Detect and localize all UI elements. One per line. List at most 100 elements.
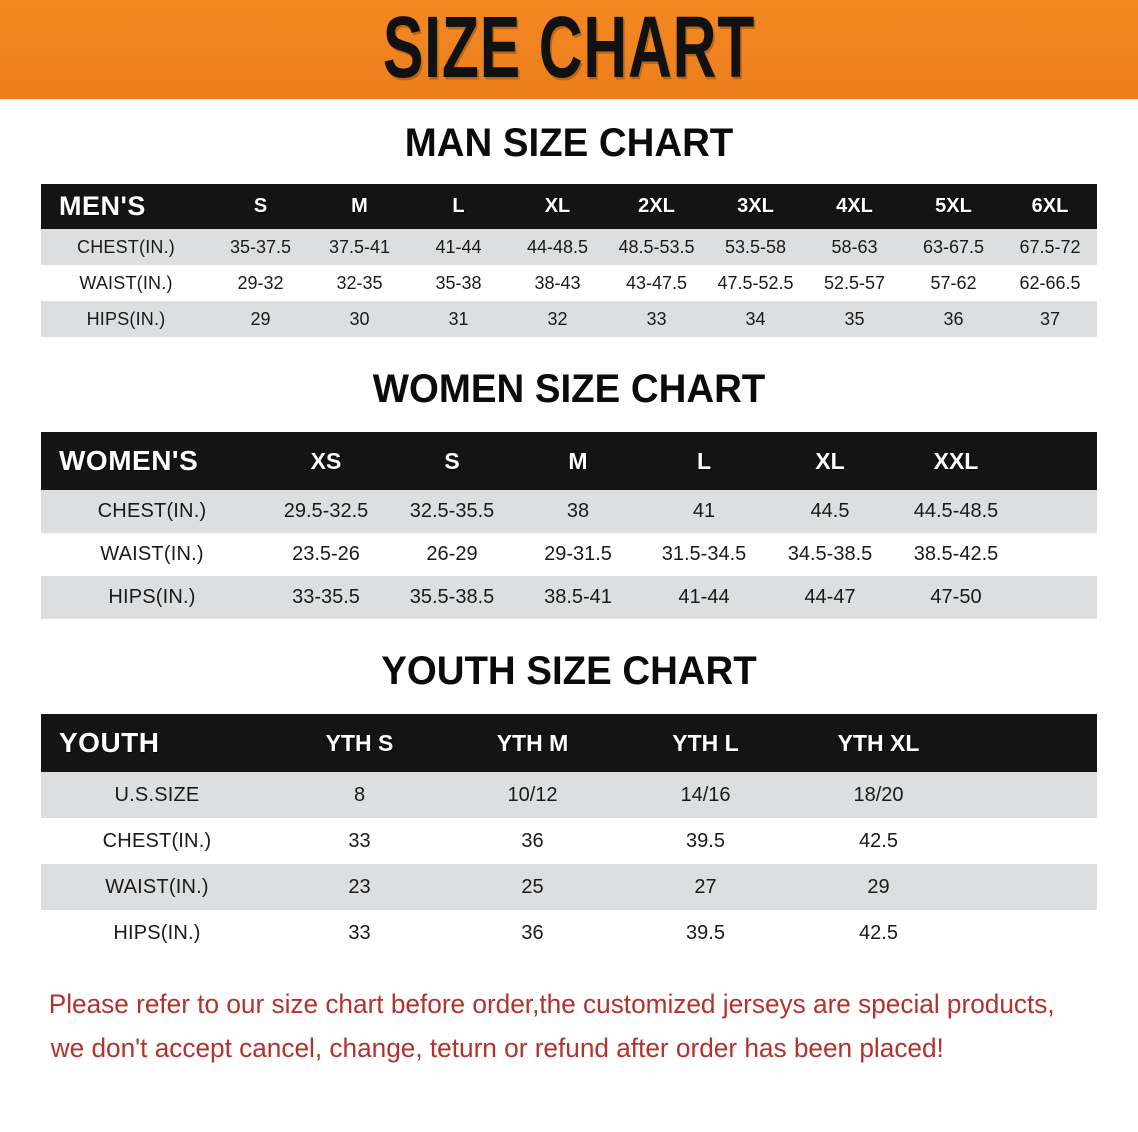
youth-col-header-3: YTH L [672,729,739,756]
table-cell: 23.5-26 [292,543,360,565]
women-col-header-4: L [696,447,712,474]
table-cell: 39.5 [686,829,725,852]
man-size-table: MEN'S S M L XL 2XL 3XL 4XL 5XL 6XL CHEST… [41,184,1097,337]
table-cell: 67.5-72 [1019,236,1081,257]
table-cell [1031,818,1097,864]
youth-size-table: YOUTH YTH S YTH M YTH L YTH XL U.S.SIZE … [41,714,1097,956]
disclaimer-line-2: we don't accept cancel, change, teturn o… [50,1033,944,1063]
table-cell: 35 [844,308,865,329]
table-cell: 37.5-41 [328,236,391,257]
table-cell [1019,490,1097,533]
table-row: WAIST(IN.) 29-32 32-35 35-38 38-43 43-47… [41,265,1097,301]
women-corner-label: WOMEN'S [59,445,199,476]
table-cell: 35-38 [435,272,482,293]
table-header-row: YOUTH YTH S YTH M YTH L YTH XL [41,714,1097,772]
table-cell: 53.5-58 [724,236,787,257]
table-cell: 35-37.5 [229,236,292,257]
man-col-header-2: M [351,195,368,217]
women-row-label-chest: CHEST(IN.) [97,500,207,522]
youth-col-header-5 [965,714,1031,772]
table-cell: 44-48.5 [526,236,589,257]
man-section-title: MAN SIZE CHART [404,121,734,165]
man-col-header-4: XL [544,195,571,217]
page-content: MAN SIZE CHART MEN'S S M L XL 2XL 3XL 4X… [0,121,1138,1070]
table-row: WAIST(IN.) 23 25 27 29 [41,864,1097,910]
youth-col-header-6 [1031,714,1097,772]
table-row: U.S.SIZE 8 10/12 14/16 18/20 [41,772,1097,818]
youth-row-label-waist: WAIST(IN.) [105,875,209,898]
table-cell: 36 [943,308,964,329]
women-col-header-3: M [568,447,588,474]
table-cell: 43-47.5 [625,272,688,293]
table-cell: 34 [745,308,766,329]
table-cell [965,772,1031,818]
table-row: CHEST(IN.) 35-37.5 37.5-41 41-44 44-48.5… [41,229,1097,265]
table-cell: 8 [353,783,366,806]
table-row: CHEST(IN.) 33 36 39.5 42.5 [41,818,1097,864]
table-cell: 31 [448,308,469,329]
table-cell: 41-44 [678,586,730,608]
table-cell: 47-50 [930,586,982,608]
table-cell: 33 [646,308,667,329]
table-row: WAIST(IN.) 23.5-26 26-29 29-31.5 31.5-34… [41,533,1097,576]
table-cell: 23 [348,875,371,898]
table-cell: 35.5-38.5 [409,586,495,608]
disclaimer-line-1: Please refer to our size chart before or… [48,989,1055,1019]
table-cell: 39.5 [686,921,725,944]
table-cell: 33-35.5 [292,586,360,608]
table-cell: 36 [521,921,544,944]
table-cell: 29.5-32.5 [283,500,369,522]
youth-table-header: YOUTH YTH S YTH M YTH L YTH XL [41,714,1097,772]
table-cell: 38-43 [534,272,581,293]
table-cell: 42.5 [859,829,898,852]
man-col-header-3: L [452,195,465,217]
table-row: CHEST(IN.) 29.5-32.5 32.5-35.5 38 41 44.… [41,490,1097,533]
table-row: HIPS(IN.) 33 36 39.5 42.5 [41,910,1097,956]
table-cell: 48.5-53.5 [618,236,695,257]
table-cell: 62-66.5 [1019,272,1081,293]
table-header-row: WOMEN'S XS S M L XL XXL [41,432,1097,490]
table-cell: 29 [250,308,271,329]
table-cell: 44.5-48.5 [913,500,999,522]
man-col-header-8: 5XL [935,195,972,217]
man-row-label-hips: HIPS(IN.) [86,308,166,329]
youth-row-label-chest: CHEST(IN.) [102,829,212,852]
women-col-header-5: XL [815,447,845,474]
table-cell [1031,864,1097,910]
table-cell [965,864,1031,910]
table-cell: 34.5-38.5 [787,543,873,565]
table-cell: 38.5-42.5 [913,543,999,565]
women-col-header-1: XS [310,447,342,474]
man-table-body: CHEST(IN.) 35-37.5 37.5-41 41-44 44-48.5… [41,229,1097,337]
youth-section-title: YOUTH SIZE CHART [381,649,757,693]
table-cell: 26-29 [426,543,478,565]
women-col-header-6: XXL [933,447,979,474]
table-cell: 38 [566,500,590,522]
table-cell: 36 [521,829,544,852]
man-table-header: MEN'S S M L XL 2XL 3XL 4XL 5XL 6XL [41,184,1097,229]
man-col-header-5: 2XL [638,195,675,217]
page-title: SIZE CHART [382,0,756,96]
table-cell: 63-67.5 [922,236,985,257]
table-cell: 32.5-35.5 [409,500,495,522]
table-cell: 58-63 [831,236,878,257]
women-table-header: WOMEN'S XS S M L XL XXL [41,432,1097,490]
table-cell: 25 [521,875,544,898]
youth-row-label-us-size: U.S.SIZE [114,783,200,806]
table-cell: 44-47 [804,586,856,608]
women-row-label-hips: HIPS(IN.) [108,586,196,608]
women-row-label-waist: WAIST(IN.) [100,543,204,565]
table-cell: 38.5-41 [544,586,612,608]
youth-col-header-4: YTH XL [837,729,920,756]
women-table-body: CHEST(IN.) 29.5-32.5 32.5-35.5 38 41 44.… [41,490,1097,619]
table-cell: 29-31.5 [544,543,612,565]
table-header-row: MEN'S S M L XL 2XL 3XL 4XL 5XL 6XL [41,184,1097,229]
page-banner: SIZE CHART [0,0,1138,99]
women-col-header-2: S [444,447,460,474]
table-cell: 10/12 [507,783,558,806]
table-row: HIPS(IN.) 29 30 31 32 33 34 35 36 37 [41,301,1097,337]
table-cell [1019,533,1097,576]
table-cell: 29-32 [237,272,284,293]
women-col-header-7 [1019,432,1097,490]
table-cell: 33 [348,829,371,852]
